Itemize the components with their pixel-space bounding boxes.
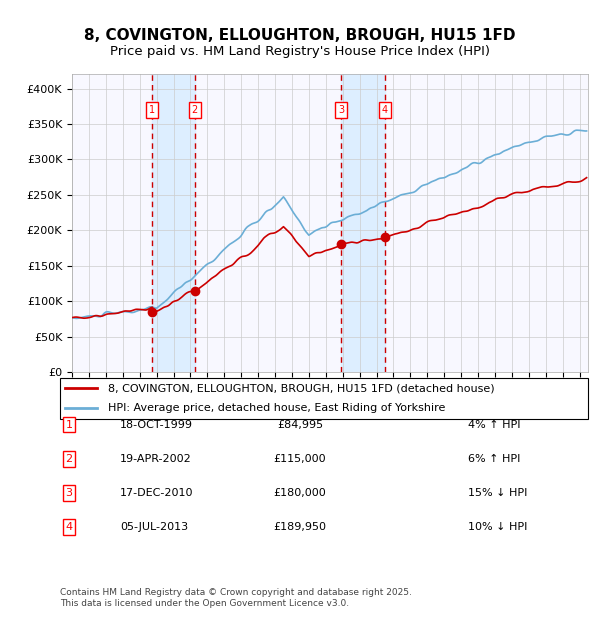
FancyBboxPatch shape [60, 378, 588, 418]
Text: Contains HM Land Registry data © Crown copyright and database right 2025.
This d: Contains HM Land Registry data © Crown c… [60, 588, 412, 608]
Text: £115,000: £115,000 [274, 454, 326, 464]
Text: 17-DEC-2010: 17-DEC-2010 [120, 488, 193, 498]
Text: 1: 1 [65, 420, 73, 430]
Text: 10% ↓ HPI: 10% ↓ HPI [468, 522, 527, 532]
Text: 15% ↓ HPI: 15% ↓ HPI [468, 488, 527, 498]
Text: 19-APR-2002: 19-APR-2002 [120, 454, 192, 464]
Text: 05-JUL-2013: 05-JUL-2013 [120, 522, 188, 532]
Text: Price paid vs. HM Land Registry's House Price Index (HPI): Price paid vs. HM Land Registry's House … [110, 45, 490, 58]
Text: 8, COVINGTON, ELLOUGHTON, BROUGH, HU15 1FD: 8, COVINGTON, ELLOUGHTON, BROUGH, HU15 1… [84, 28, 516, 43]
Text: 4% ↑ HPI: 4% ↑ HPI [468, 420, 521, 430]
Text: 3: 3 [338, 105, 344, 115]
Text: £189,950: £189,950 [274, 522, 326, 532]
Text: 8, COVINGTON, ELLOUGHTON, BROUGH, HU15 1FD (detached house): 8, COVINGTON, ELLOUGHTON, BROUGH, HU15 1… [107, 383, 494, 393]
Text: HPI: Average price, detached house, East Riding of Yorkshire: HPI: Average price, detached house, East… [107, 404, 445, 414]
Bar [152, 74, 194, 372]
Text: £84,995: £84,995 [277, 420, 323, 430]
Text: 4: 4 [65, 522, 73, 532]
Text: 3: 3 [65, 488, 73, 498]
Text: 4: 4 [382, 105, 388, 115]
Text: 18-OCT-1999: 18-OCT-1999 [120, 420, 193, 430]
Text: 2: 2 [65, 454, 73, 464]
Text: 1: 1 [149, 105, 155, 115]
Text: £180,000: £180,000 [274, 488, 326, 498]
Bar [341, 74, 385, 372]
Text: 2: 2 [191, 105, 198, 115]
Text: 6% ↑ HPI: 6% ↑ HPI [468, 454, 520, 464]
